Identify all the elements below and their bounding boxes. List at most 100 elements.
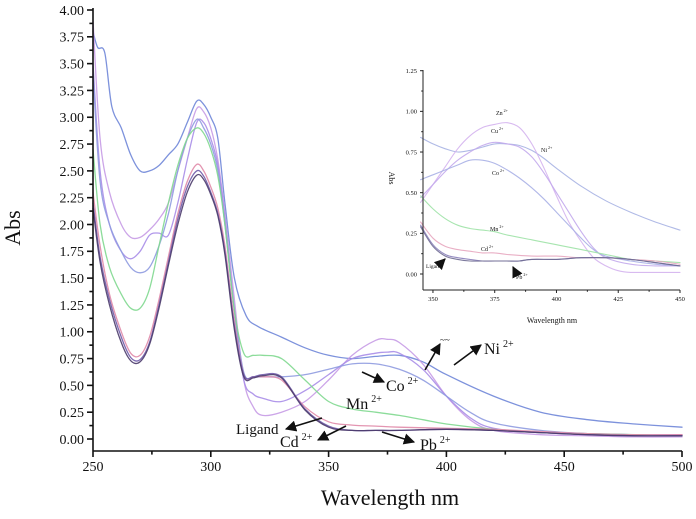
main-ytick-label: 3.50 xyxy=(60,58,85,73)
inset-ytick-label: 1.00 xyxy=(406,109,417,116)
main-ytick-label: 2.50 xyxy=(60,165,85,180)
main-curves xyxy=(92,20,683,438)
main-x-axis-label: Wavelength nm xyxy=(321,485,459,510)
main-y-axis-label: Abs xyxy=(0,210,25,245)
main-ytick-label: 3.75 xyxy=(60,31,85,46)
svg-text:Pb2+: Pb2+ xyxy=(420,435,451,454)
inset-ann-zn-label: Zn xyxy=(496,111,503,117)
annotation-mn: Mn 2+ xyxy=(346,394,382,413)
inset-x-axis-label: Wavelength nm xyxy=(527,316,578,325)
inset-ann-ni-label: Ni xyxy=(541,148,547,154)
main-ytick-label: 0.25 xyxy=(60,406,85,421)
main-x-ticks: 250 300 350 400 450 500 xyxy=(83,451,693,475)
inset-ann-mn-sup: 2+ xyxy=(499,224,504,229)
inset-ann-mn-label: Mn xyxy=(490,227,498,233)
inset-y-axis-label: Abs xyxy=(387,172,396,185)
svg-text:Mn2+: Mn2+ xyxy=(346,394,382,413)
inset-ann-pb-label: Pb xyxy=(516,275,522,281)
main-xtick-label: 500 xyxy=(672,460,693,475)
annotation-ni: Ni 2+ xyxy=(453,339,514,366)
inset-ann-cd-label: Cd xyxy=(481,247,488,253)
inset-annotation-zn: Zn2+ xyxy=(496,108,509,117)
inset-ann-co-sup: 2+ xyxy=(500,168,505,173)
main-series-ni xyxy=(92,30,683,428)
inset-ann-zn-sup: 2+ xyxy=(504,108,509,113)
svg-text:Ni2+: Ni2+ xyxy=(541,145,553,154)
inset-annotation-co: Co2+ xyxy=(492,168,505,177)
ann-co-sup: 2+ xyxy=(408,376,419,387)
main-ytick-label: 2.25 xyxy=(60,192,85,207)
main-y-ticks: 0.00 0.25 0.50 0.75 1.00 1.25 1.50 1.75 2.00 2.25… xyxy=(60,4,93,448)
main-series-mn xyxy=(92,127,683,437)
inset-x-ticks: 350 375 400 425 450 xyxy=(428,290,685,303)
main-xtick-label: 250 xyxy=(83,460,104,475)
svg-text:Pb2+: Pb2+ xyxy=(516,272,528,281)
main-ytick-label: 1.50 xyxy=(60,272,85,287)
main-ytick-label: 4.00 xyxy=(60,4,85,19)
ann-ni-sup: 2+ xyxy=(503,339,514,350)
inset-xtick-label: 450 xyxy=(675,296,685,303)
inset-ytick-label: 0.00 xyxy=(406,271,417,278)
inset-ann-ni-sup: 2+ xyxy=(548,145,553,150)
inset-series-ligand xyxy=(420,226,681,267)
inset-ann-pb-sup: 2+ xyxy=(523,272,528,277)
svg-text:Ni2+: Ni2+ xyxy=(484,339,514,358)
main-xtick-label: 450 xyxy=(554,460,575,475)
inset-series-co xyxy=(420,159,681,267)
annotation-co: Co 2+ xyxy=(361,371,419,395)
ann-cd-label: Cd xyxy=(280,434,299,451)
inset-annotation-mn: Mn2+ xyxy=(490,224,504,233)
ann-ni-label: Ni xyxy=(484,341,501,358)
inset-xtick-label: 400 xyxy=(552,296,562,303)
inset-annotation-pb: Pb2+ xyxy=(512,265,528,281)
annotation-ligand: Ligand xyxy=(236,417,323,438)
inset-ytick-label: 1.25 xyxy=(406,68,417,75)
main-ytick-label: 2.00 xyxy=(60,218,85,233)
main-ytick-label: 1.00 xyxy=(60,326,85,341)
ann-mn-label: Mn xyxy=(346,396,368,413)
inset-series-cu xyxy=(420,141,681,267)
main-ytick-label: 1.25 xyxy=(60,299,85,314)
inset-ann-cu-label: Cu xyxy=(491,129,498,135)
inset-ann-ligand-label: Ligand xyxy=(426,264,442,270)
main-ytick-label: 3.25 xyxy=(60,84,85,99)
annotation-cd: Cd 2+ xyxy=(280,425,347,451)
inset-ytick-label: 0.25 xyxy=(406,231,417,238)
ann-co-label: Co xyxy=(386,378,405,395)
inset-xtick-label: 350 xyxy=(428,296,438,303)
inset-ann-cd-sup: 2+ xyxy=(489,244,494,249)
ann-pb-label: Pb xyxy=(420,437,437,454)
svg-text:Zn2+: Zn2+ xyxy=(496,108,509,117)
main-ytick-label: 0.50 xyxy=(60,379,85,394)
inset-ytick-label: 0.50 xyxy=(406,190,417,197)
inset-ytick-label: 0.75 xyxy=(406,149,417,156)
annotation-pb: Pb 2+ xyxy=(381,431,451,454)
svg-text:Cd2+: Cd2+ xyxy=(481,244,494,253)
svg-text:Co2+: Co2+ xyxy=(386,376,419,395)
svg-text:Cd2+: Cd2+ xyxy=(280,432,313,451)
inset-annotation-ligand: Ligand xyxy=(426,258,446,271)
ann-zn-truncated: ~~ xyxy=(440,335,450,345)
inset-curves xyxy=(420,122,681,274)
inset-series-zn xyxy=(420,122,681,274)
svg-text:Cu2+: Cu2+ xyxy=(491,126,504,135)
svg-text:Co2+: Co2+ xyxy=(492,168,505,177)
main-ytick-label: 2.75 xyxy=(60,138,85,153)
main-xtick-label: 350 xyxy=(318,460,339,475)
main-ytick-label: 0.75 xyxy=(60,352,85,367)
inset-ann-co-label: Co xyxy=(492,171,499,177)
inset-y-ticks: 0.00 0.25 0.50 0.75 1.00 1.25 xyxy=(406,68,423,278)
inset-annotation-ni: Ni2+ xyxy=(541,145,553,154)
ann-ligand-label: Ligand xyxy=(236,422,279,438)
main-xtick-label: 400 xyxy=(436,460,457,475)
main-series-ligand xyxy=(92,173,683,437)
main-ytick-label: 3.00 xyxy=(60,111,85,126)
main-ytick-label: 0.00 xyxy=(60,433,85,448)
inset-ann-cu-sup: 2+ xyxy=(499,126,504,131)
ann-cd-sup: 2+ xyxy=(302,432,313,443)
main-series-cd xyxy=(92,163,683,436)
main-series-zn xyxy=(92,20,683,438)
annotation-zn-arrow: ~~ xyxy=(424,335,450,371)
inset-annotation-cu: Cu2+ xyxy=(491,126,504,135)
